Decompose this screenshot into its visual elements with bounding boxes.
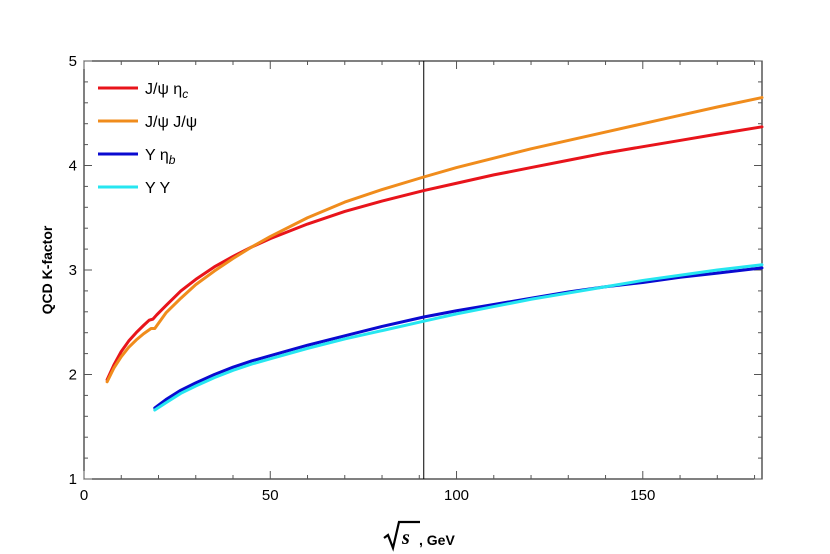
x-axis-label-suffix: , GeV — [419, 532, 455, 548]
legend: J/ψ ηc J/ψ J/ψ Υ ηb Υ Υ — [98, 81, 197, 197]
series-line-1 — [105, 125, 764, 382]
sqrt-symbol-icon — [383, 520, 420, 552]
series-line-3 — [153, 266, 764, 410]
x-axis-label: s , GeV — [383, 520, 455, 552]
y-tick-label: 1 — [69, 471, 77, 488]
x-tick-label: 0 — [80, 487, 88, 504]
series-line-2 — [105, 96, 764, 384]
legend-label-1: J/ψ ηc — [145, 81, 188, 101]
x-tick-label: 100 — [444, 487, 469, 504]
x-tick-label: 50 — [262, 487, 279, 504]
series-lines — [105, 96, 764, 412]
y-tick-label: 2 — [69, 367, 77, 384]
x-tick-label: 150 — [630, 487, 655, 504]
x-axis-label-root: s — [401, 527, 410, 549]
axis-ticks: 0 50 100 150 1 2 3 4 5 — [69, 53, 762, 504]
legend-label-4: Υ Υ — [145, 180, 171, 197]
legend-label-3: Υ ηb — [145, 147, 176, 167]
y-tick-label: 4 — [69, 158, 77, 175]
y-tick-label: 5 — [69, 53, 77, 70]
y-axis-label: QCD K-factor — [39, 225, 55, 314]
legend-label-2: J/ψ J/ψ — [145, 114, 197, 131]
series-line-4 — [153, 263, 764, 412]
y-tick-label: 3 — [69, 262, 77, 279]
